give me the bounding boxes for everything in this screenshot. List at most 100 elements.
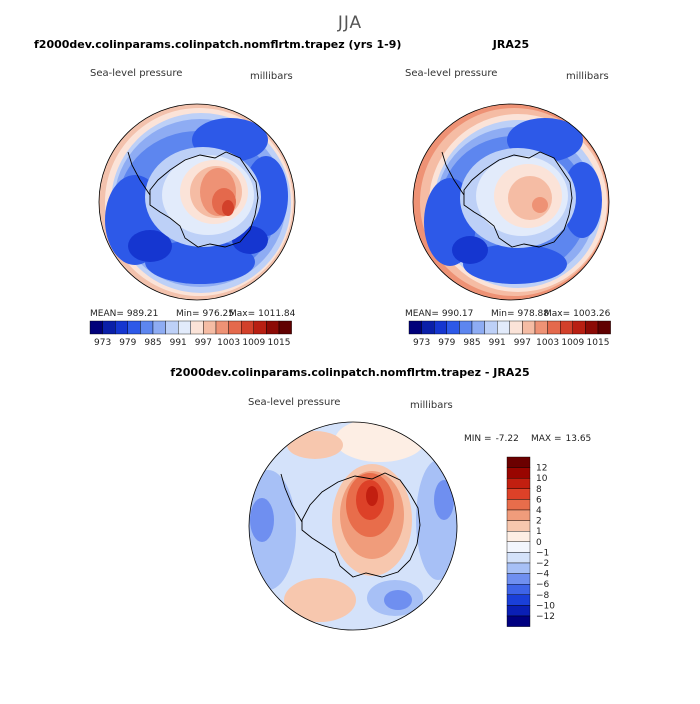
antarctic-peninsula — [441, 151, 465, 196]
colorbar-swatch — [506, 531, 531, 543]
colorbar-swatch — [506, 520, 531, 532]
colorbar-swatch — [506, 509, 531, 521]
main-title: JJA — [337, 13, 362, 33]
colorbar-swatch — [140, 320, 154, 335]
colorbar-swatch — [497, 320, 511, 335]
colorbar-swatch — [506, 562, 531, 574]
panel-model-colorbar: 973 979 985 991 997 1003 1009 1015 — [89, 320, 292, 348]
colorbar-swatch — [152, 320, 166, 335]
stat-max: Max= 1011.84 — [229, 309, 296, 319]
stat-mean: MEAN= 990.17 — [405, 309, 473, 319]
colorbar-swatch — [240, 320, 254, 335]
panel-obs-stats: MEAN= 990.17 Min= 978.88 Max= 1003.26 — [405, 309, 611, 319]
colorbar-tick-label: 991 — [489, 338, 506, 348]
map-fill-inner7 — [222, 200, 234, 216]
colorbar-swatch — [506, 488, 531, 500]
colorbar-tick-label: 1003 — [217, 338, 240, 348]
panel-model-units: millibars — [250, 71, 293, 82]
colorbar-swatch — [547, 320, 561, 335]
stat-min: MIN = -7.22 — [464, 434, 519, 444]
panel-model-title: f2000dev.colinparams.colinpatch.nomflrtm… — [34, 38, 401, 51]
colorbar-swatch — [89, 320, 103, 335]
panel-diff-map — [249, 422, 457, 630]
colorbar-tick-label: 979 — [438, 338, 455, 348]
map-fill-se2 — [384, 590, 412, 610]
colorbar-tick-label: 997 — [514, 338, 531, 348]
map-border — [248, 421, 458, 631]
colorbar-swatch — [484, 320, 498, 335]
colorbar-swatch — [506, 499, 531, 511]
panel-obs-variable: Sea-level pressure — [405, 68, 497, 79]
colorbar-tick-label: 8 — [536, 485, 542, 495]
colorbar-swatch — [278, 320, 292, 335]
colorbar-tick-label: 1009 — [242, 338, 265, 348]
colorbar-tick-label: −2 — [536, 559, 549, 569]
colorbar-swatch — [506, 615, 531, 627]
colorbar-swatch — [572, 320, 586, 335]
colorbar-swatch — [560, 320, 574, 335]
map-fill-low-sw — [452, 236, 488, 264]
colorbar-tick-label: −10 — [536, 601, 555, 611]
panel-model-variable: Sea-level pressure — [90, 68, 182, 79]
map-fill-high5 — [366, 486, 378, 506]
colorbar-swatch — [114, 320, 128, 335]
colorbar-swatch — [506, 467, 531, 479]
map-border — [98, 103, 296, 301]
panel-obs-units: millibars — [566, 71, 609, 82]
colorbar-swatch — [534, 320, 548, 335]
colorbar-swatch — [522, 320, 536, 335]
colorbar-tick-label: −12 — [536, 612, 555, 622]
colorbar-tick-label: 997 — [195, 338, 212, 348]
colorbar-swatch — [127, 320, 141, 335]
colorbar-swatch — [597, 320, 611, 335]
colorbar-swatch — [408, 320, 422, 335]
colorbar-tick-label: 1009 — [561, 338, 584, 348]
antarctic-peninsula — [280, 473, 303, 523]
panel-model-stats: MEAN= 989.21 Min= 976.25 Max= 1011.84 — [90, 309, 296, 319]
colorbar-tick-label: 991 — [170, 338, 187, 348]
colorbar-swatch — [585, 320, 599, 335]
map-fill-low-s — [463, 244, 567, 284]
colorbar-tick-label: 1 — [536, 527, 542, 537]
colorbar-swatch — [506, 573, 531, 585]
panel-obs: JRA25 Sea-level pressure millibars MEA — [405, 38, 611, 348]
stat-max: MAX = 13.65 — [531, 434, 591, 444]
colorbar-tick-label: 1015 — [268, 338, 291, 348]
colorbar-swatch — [102, 320, 116, 335]
colorbar-swatch — [506, 541, 531, 553]
panel-diff-variable: Sea-level pressure — [248, 397, 340, 408]
colorbar-swatch — [215, 320, 229, 335]
panel-diff-stats: MIN = -7.22 MAX = 13.65 — [464, 434, 591, 444]
stat-min: Min= 976.25 — [176, 309, 234, 319]
stat-min: Min= 978.88 — [491, 309, 549, 319]
colorbar-tick-label: −8 — [536, 591, 550, 601]
antarctica-coastline — [149, 151, 259, 248]
colorbar-swatch — [506, 594, 531, 606]
map-fill-e2 — [434, 480, 454, 520]
panel-diff-title: f2000dev.colinparams.colinpatch.nomflrtm… — [170, 366, 529, 379]
colorbar-tick-label: 985 — [463, 338, 480, 348]
colorbar-swatch — [266, 320, 280, 335]
colorbar-tick-label: 1003 — [536, 338, 559, 348]
colorbar-tick-label: 0 — [536, 538, 542, 548]
colorbar-swatch — [228, 320, 242, 335]
colorbar-tick-label: −4 — [536, 570, 550, 580]
colorbar-swatch — [253, 320, 267, 335]
colorbar-swatch — [509, 320, 523, 335]
colorbar-tick-label: 979 — [119, 338, 136, 348]
colorbar-swatch — [459, 320, 473, 335]
antarctica-coastline — [463, 151, 573, 248]
colorbar-tick-label: 1015 — [587, 338, 610, 348]
colorbar-swatch — [421, 320, 435, 335]
colorbar-swatch — [203, 320, 217, 335]
colorbar-swatch — [506, 552, 531, 564]
colorbar-swatch — [506, 605, 531, 617]
panel-obs-map — [413, 104, 609, 300]
panel-diff: f2000dev.colinparams.colinpatch.nomflrtm… — [170, 366, 591, 631]
colorbar-tick-label: 12 — [536, 464, 547, 474]
colorbar-swatch — [190, 320, 204, 335]
colorbar-tick-label: 973 — [94, 338, 111, 348]
colorbar-swatch — [506, 456, 531, 468]
map-fill-inner4 — [508, 176, 552, 220]
